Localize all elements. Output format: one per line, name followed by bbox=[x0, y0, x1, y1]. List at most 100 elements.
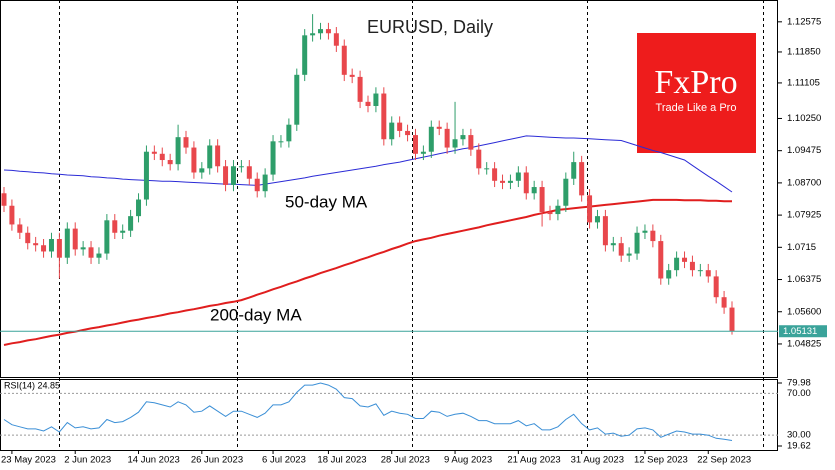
y-tick-label: 1.05600 bbox=[787, 306, 821, 317]
candle-body bbox=[697, 270, 703, 272]
candle-body bbox=[341, 45, 347, 75]
candle-body bbox=[64, 228, 70, 258]
candle-body bbox=[373, 93, 379, 106]
candle-body bbox=[230, 166, 236, 185]
x-tick-label: 28 Jul 2023 bbox=[381, 455, 430, 466]
y-tick-label: 1.0715 bbox=[787, 242, 816, 253]
candle-body bbox=[492, 168, 498, 181]
candle-body bbox=[539, 187, 545, 212]
y-tick-label: 1.07925 bbox=[787, 210, 821, 221]
candle-body bbox=[484, 168, 490, 170]
candle-body bbox=[1, 193, 7, 206]
rsi-label: RSI(14) 24.85 bbox=[4, 380, 60, 390]
candle-body bbox=[515, 172, 521, 181]
candle-body bbox=[594, 216, 600, 223]
candle-body bbox=[397, 122, 403, 131]
x-tick-label: 23 May 2023 bbox=[1, 455, 56, 466]
rsi-tick-label: 19.62 bbox=[787, 441, 811, 452]
y-tick-label: 1.06375 bbox=[787, 274, 821, 285]
logo-tagline: Trade Like a Pro bbox=[656, 102, 737, 114]
candle-body bbox=[476, 149, 482, 169]
candle-body bbox=[642, 230, 648, 233]
x-tick-label: 2 Jun 2023 bbox=[64, 455, 111, 466]
candle-body bbox=[452, 139, 458, 148]
candle-body bbox=[634, 232, 640, 254]
candle-body bbox=[571, 162, 577, 179]
candle-body bbox=[460, 135, 466, 140]
x-tick-label: 26 Jun 2023 bbox=[191, 455, 243, 466]
candle-body bbox=[674, 257, 680, 271]
candle-body bbox=[254, 178, 260, 192]
candle-body bbox=[238, 166, 244, 168]
candle-body bbox=[547, 211, 553, 215]
y-tick-label: 1.11105 bbox=[787, 77, 820, 88]
x-tick-label: 6 Jul 2023 bbox=[262, 455, 306, 466]
chart-title: EURUSD, Daily bbox=[367, 17, 493, 37]
y-tick-label: 1.12575 bbox=[787, 16, 821, 27]
candle-body bbox=[191, 147, 197, 173]
candle-body bbox=[318, 29, 324, 34]
candle-body bbox=[713, 276, 719, 298]
candle-body bbox=[682, 257, 688, 262]
candle-body bbox=[167, 160, 173, 165]
candle-body bbox=[56, 239, 62, 258]
candle-body bbox=[199, 168, 205, 173]
x-tick-label: 31 Aug 2023 bbox=[571, 455, 624, 466]
candle-body bbox=[436, 126, 442, 129]
candle-body bbox=[689, 261, 695, 271]
candle-body bbox=[80, 247, 86, 250]
candle-body bbox=[25, 232, 31, 244]
candle-body bbox=[270, 141, 276, 175]
candle-body bbox=[96, 253, 102, 258]
candle-body bbox=[88, 247, 94, 258]
candle-body bbox=[246, 166, 252, 179]
candle-body bbox=[444, 128, 450, 148]
candle-body bbox=[626, 253, 632, 256]
x-tick-label: 18 Jul 2023 bbox=[317, 455, 366, 466]
candle-body bbox=[618, 243, 624, 256]
candle-body bbox=[207, 145, 213, 169]
candle-body bbox=[531, 187, 537, 194]
y-tick-label: 1.11850 bbox=[787, 46, 821, 57]
candle-body bbox=[610, 243, 616, 246]
candle-body bbox=[302, 35, 308, 75]
candle-body bbox=[555, 205, 561, 215]
candle-body bbox=[286, 124, 292, 142]
candle-body bbox=[278, 141, 284, 143]
ma50-annotation: 50-day MA bbox=[285, 192, 368, 211]
candle-body bbox=[666, 270, 672, 279]
candle-body bbox=[468, 135, 474, 150]
candle-body bbox=[587, 195, 593, 223]
candle-body bbox=[325, 29, 331, 34]
candle-body bbox=[41, 245, 47, 252]
candle-body bbox=[579, 162, 585, 196]
candle-body bbox=[159, 153, 165, 161]
current-price-box bbox=[779, 325, 827, 338]
candle-body bbox=[357, 76, 363, 102]
candle-body bbox=[721, 297, 727, 308]
price-panel-frame bbox=[0, 0, 778, 378]
candle-body bbox=[223, 166, 229, 185]
rsi-tick-label: 79.98 bbox=[787, 378, 811, 389]
candle-body bbox=[333, 33, 339, 46]
logo-name: FxPro bbox=[654, 64, 737, 101]
candle-body bbox=[9, 205, 15, 225]
candle-body bbox=[563, 178, 569, 206]
candle-body bbox=[602, 216, 608, 246]
candle-body bbox=[112, 220, 118, 233]
ma-line bbox=[3, 135, 733, 193]
candle-body bbox=[389, 122, 395, 140]
rsi-tick-label: 70.00 bbox=[787, 388, 811, 399]
y-tick-label: 1.04825 bbox=[787, 338, 821, 349]
candle-body bbox=[128, 216, 134, 231]
candle-body bbox=[705, 270, 711, 277]
x-tick-label: 9 Aug 2023 bbox=[444, 455, 492, 466]
candle-body bbox=[349, 74, 355, 77]
candle-body bbox=[405, 130, 411, 136]
candle-body bbox=[381, 93, 387, 140]
ma-line bbox=[3, 198, 732, 346]
candle-body bbox=[120, 230, 126, 233]
candle-body bbox=[72, 228, 78, 250]
y-tick-label: 1.10250 bbox=[787, 113, 821, 124]
